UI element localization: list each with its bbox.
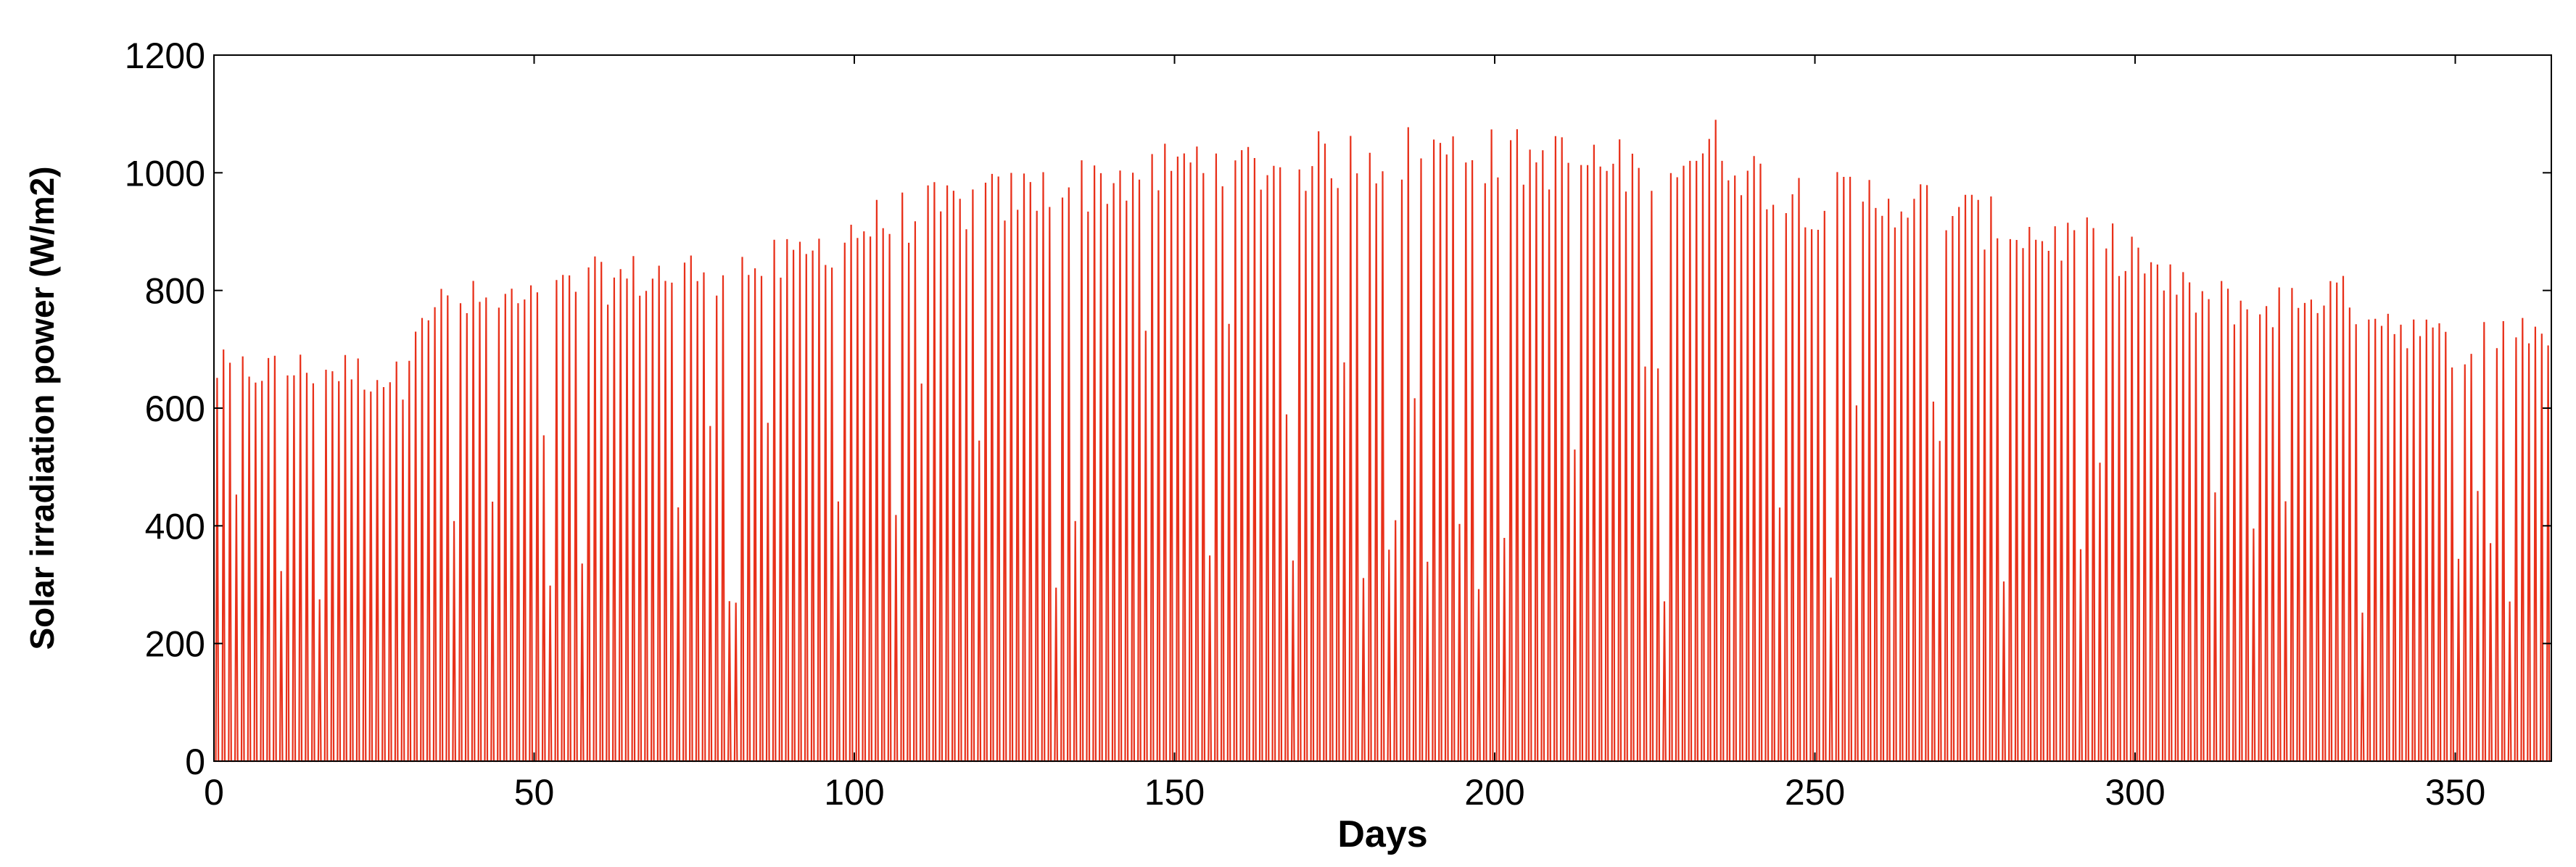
- x-tick-label: 100: [824, 772, 884, 813]
- x-tick-label: 350: [2425, 772, 2485, 813]
- x-tick-label: 50: [514, 772, 555, 813]
- y-tick-label: 200: [145, 624, 205, 665]
- y-tick-label: 1000: [125, 153, 205, 194]
- y-tick-label: 800: [145, 271, 205, 312]
- x-axis-title: Days: [1337, 813, 1427, 855]
- y-tick-label: 400: [145, 506, 205, 547]
- x-tick-label: 300: [2105, 772, 2165, 813]
- x-tick-label: 200: [1464, 772, 1524, 813]
- x-tick-label: 150: [1144, 772, 1205, 813]
- x-tick-label: 0: [204, 772, 224, 813]
- axes-layer: 0 50 100 150 200 250 300 350 0 200 400 600 800 1000 12…: [125, 36, 2552, 813]
- y-tick-label: 600: [145, 389, 205, 429]
- y-axis-title: Solar irradiation power (W/m2): [23, 166, 61, 650]
- x-tick-label: 250: [1785, 772, 1845, 813]
- y-tick-label: 0: [185, 742, 205, 782]
- y-tick-label: 1200: [125, 36, 205, 76]
